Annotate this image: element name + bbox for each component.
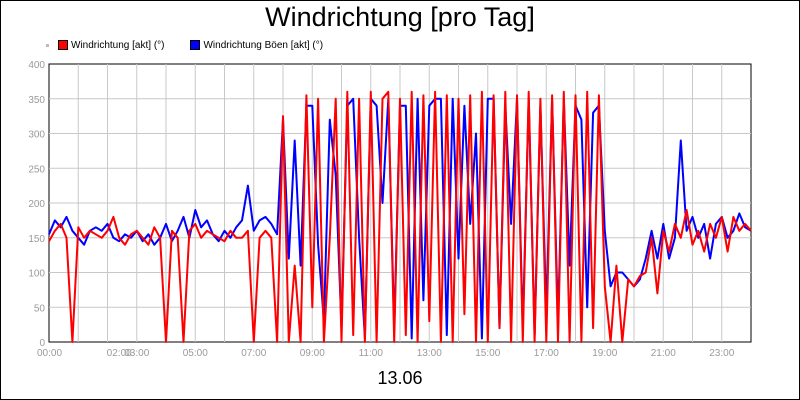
grid-lines [49, 64, 751, 342]
x-tick-label: 05:00 [183, 348, 208, 359]
series-line-windrichtung [48, 90, 752, 343]
x-tick-label: 02:00 [107, 348, 132, 359]
y-tick-label: 150 [28, 234, 45, 245]
y-tick-label: 100 [28, 269, 45, 280]
x-axis-label: 13.06 [377, 368, 423, 388]
x-tick-label: 00:00 [37, 348, 62, 359]
y-axis-ticks: 0 50 100 150 200 250 300 350 400 [28, 60, 45, 349]
legend-swatch-blue [190, 40, 201, 50]
legend: Windrichtung [akt] (°) Windrichtung Böen… [46, 38, 349, 52]
legend-item-windrichtung: Windrichtung [akt] (°) [58, 40, 164, 51]
series-lines [48, 90, 752, 343]
x-tick-label: 09:00 [300, 348, 325, 359]
x-tick-label: 07:00 [241, 348, 266, 359]
y-tick-label: 200 [28, 199, 45, 210]
x-tick-label: 03:00 [124, 348, 149, 359]
legend-swatch-red [58, 40, 68, 50]
legend-marker-icon [46, 43, 49, 47]
y-tick-label: 300 [28, 130, 45, 141]
x-tick-label: 17:00 [534, 348, 559, 359]
legend-label-windrichtung: Windrichtung [akt] (°) [71, 39, 165, 51]
x-tick-label: 21:00 [651, 348, 676, 359]
y-tick-label: 350 [28, 95, 45, 106]
y-tick-label: 50 [34, 303, 46, 314]
y-tick-label: 400 [28, 60, 45, 71]
x-tick-label: 19:00 [592, 348, 617, 359]
legend-item-windrichtung-boeen: Windrichtung Böen [akt] (°) [190, 40, 323, 51]
y-tick-label: 250 [28, 164, 45, 175]
legend-label-windrichtung-boeen: Windrichtung Böen [akt] (°) [203, 39, 324, 51]
x-tick-label: 11:00 [359, 348, 384, 359]
x-tick-label: 13:00 [417, 348, 442, 359]
x-tick-label: 15:00 [475, 348, 500, 359]
x-tick-label: 23:00 [709, 348, 734, 359]
chart-title: Windrichtung [pro Tag] [265, 2, 535, 32]
y-tick-label: 0 [39, 338, 45, 349]
